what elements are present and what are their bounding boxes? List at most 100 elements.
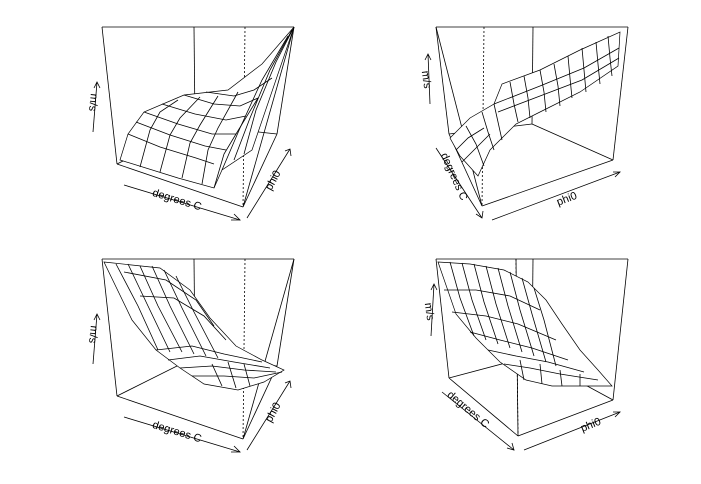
x-axis-arrow: [123, 416, 241, 453]
surface-panel-top-right: degrees C phi0 m/s: [419, 26, 629, 221]
x-axis-arrowhead: [506, 442, 515, 451]
mesh-line: [481, 111, 495, 151]
mesh-line: [503, 363, 599, 381]
z-axis-label: m/s: [419, 70, 433, 90]
axis-arrows: [92, 81, 292, 221]
x-axis-arrowhead: [475, 210, 484, 219]
box-edge: [435, 26, 450, 135]
axis-arrows: [92, 313, 292, 453]
y-axis-label: phi0: [263, 401, 283, 425]
mesh-cols: [115, 263, 251, 389]
surface-panel-bottom-right: degrees C phi0 m/s: [422, 258, 629, 451]
mesh-line: [497, 57, 620, 113]
mesh-line: [115, 263, 159, 351]
mesh-line: [473, 263, 499, 345]
box-edge-hidden: [242, 258, 246, 440]
mesh-line: [143, 111, 236, 135]
bounding-box: [435, 26, 629, 207]
mesh-line: [567, 55, 573, 99]
mesh-line: [127, 263, 171, 353]
mesh-line: [163, 269, 207, 357]
surface-outline: [103, 261, 285, 391]
mesh-rows: [127, 77, 273, 165]
mesh-line: [233, 29, 293, 161]
mesh-line: [519, 359, 525, 381]
mesh-line: [175, 275, 219, 359]
mesh-line: [461, 133, 491, 163]
surface-outline: [119, 26, 295, 189]
mesh-line: [151, 265, 195, 355]
mesh-line: [465, 125, 485, 167]
mesh-line: [243, 363, 251, 387]
box-edge: [481, 159, 614, 207]
mesh-line: [167, 355, 271, 369]
mesh-rows: [455, 47, 620, 163]
mesh-line: [123, 271, 215, 327]
z-axis-arrow: [92, 313, 98, 365]
mesh-line: [607, 35, 613, 77]
z-axis-arrowhead: [430, 283, 438, 291]
z-axis-arrow: [92, 81, 98, 133]
z-axis-arrow: [427, 53, 431, 105]
z-axis-label: m/s: [86, 325, 100, 344]
x-axis-label: degrees C: [445, 389, 492, 431]
mesh-line: [553, 63, 561, 107]
y-axis-label: phi0: [555, 190, 579, 209]
y-axis-arrowhead: [284, 380, 292, 389]
mesh-line: [487, 349, 585, 373]
x-axis-arrowhead: [231, 445, 241, 453]
mesh-line: [211, 363, 223, 387]
mesh-line: [139, 99, 179, 168]
surface-mesh: [119, 26, 295, 189]
mesh-line: [139, 265, 183, 353]
mesh-line: [539, 363, 543, 385]
box-edge: [116, 163, 244, 208]
mesh-line: [559, 369, 563, 387]
mesh-line: [533, 287, 557, 367]
axis-arrows: [424, 53, 621, 221]
z-axis-arrowhead: [93, 81, 101, 89]
mesh-line: [521, 277, 547, 363]
box-edge: [531, 123, 614, 161]
y-axis-arrow: [246, 380, 291, 451]
z-axis-arrowhead: [93, 313, 101, 321]
box-edge: [242, 26, 295, 208]
box-edge: [101, 258, 118, 397]
mesh-cols: [465, 35, 613, 167]
box-edge: [242, 133, 278, 208]
mesh-line: [155, 345, 263, 363]
mesh-line: [135, 121, 227, 151]
y-axis-label: phi0: [579, 416, 603, 435]
surface-panel-bottom-left: degrees C phi0 m/s: [86, 258, 295, 453]
mesh-line: [581, 47, 587, 93]
mesh-line: [509, 81, 519, 123]
mesh-line: [127, 133, 215, 165]
mesh-line: [221, 35, 289, 171]
z-axis-arrowhead: [424, 53, 432, 61]
mesh-line: [523, 75, 531, 119]
mesh-line: [159, 96, 201, 173]
mesh-cols: [449, 261, 581, 387]
mesh-line: [595, 41, 601, 85]
mesh-line: [509, 271, 535, 357]
mesh-cols: [139, 26, 295, 189]
mesh-line: [181, 95, 219, 179]
y-axis-arrowhead: [284, 148, 292, 157]
box-edge: [276, 258, 295, 367]
surface-outline: [449, 31, 621, 177]
mesh-line: [179, 365, 277, 373]
y-axis-arrowhead: [613, 411, 621, 418]
box-edge: [116, 395, 244, 440]
mesh-line: [493, 47, 620, 105]
mesh-line: [461, 262, 487, 341]
axis-arrows: [430, 283, 621, 451]
surface-mesh: [437, 261, 613, 387]
y-axis-arrowhead: [613, 171, 621, 178]
mesh-line: [243, 26, 295, 155]
z-axis-arrow: [430, 283, 435, 337]
mesh-line: [485, 265, 511, 349]
surface-panel-top-left: degrees C phi0 m/s: [86, 26, 295, 221]
y-axis-arrow: [491, 171, 621, 221]
z-axis-label: m/s: [86, 93, 100, 112]
mesh-line: [213, 97, 259, 189]
